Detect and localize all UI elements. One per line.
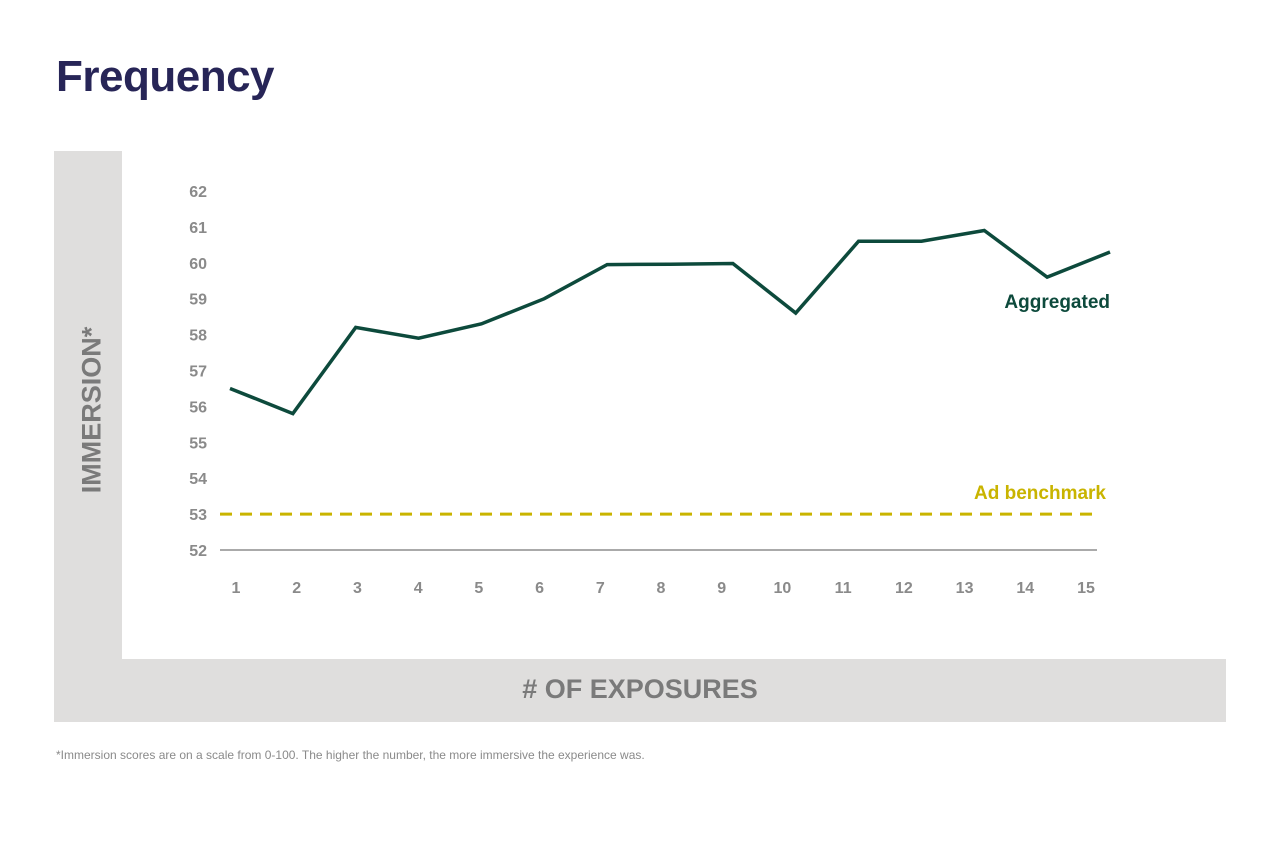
footnote: *Immersion scores are on a scale from 0-… [56,748,645,762]
x-tick-label: 7 [596,580,605,597]
x-tick-label: 8 [657,580,666,597]
x-tick-label: 2 [292,580,301,597]
x-tick-label: 13 [956,580,974,597]
x-tick-label: 11 [835,580,852,597]
y-tick-label: 57 [189,364,207,381]
aggregated-line [229,228,1111,416]
x-axis-label: # OF EXPOSURES [522,674,758,704]
y-tick-label: 56 [189,399,207,416]
x-tick-label: 4 [414,580,423,597]
y-tick-label: 58 [189,328,207,345]
y-axis-band [54,151,122,721]
x-axis-band [54,659,1226,722]
y-tick-label: 53 [189,507,207,524]
x-tick-label: 3 [353,580,362,597]
y-tick-label: 61 [189,220,207,237]
x-tick-label: 9 [717,580,726,597]
y-tick-label: 62 [189,184,207,201]
x-tick-label: 5 [474,580,483,597]
y-tick-label: 54 [189,471,207,488]
y-tick-label: 59 [189,292,207,309]
x-tick-label: 15 [1077,580,1095,597]
y-tick-label: 60 [189,256,207,273]
x-tick-label: 14 [1016,580,1034,597]
x-tick-label: 10 [774,580,792,597]
x-tick-label: 1 [232,580,241,597]
benchmark-label: Ad benchmark [974,483,1106,504]
aggregated-label: Aggregated [1004,292,1110,313]
x-tick-label: 6 [535,580,544,597]
y-tick-label: 52 [189,543,207,560]
x-tick-label: 12 [895,580,913,597]
y-tick-label: 55 [189,435,207,452]
chart-title: Frequency [56,52,275,101]
